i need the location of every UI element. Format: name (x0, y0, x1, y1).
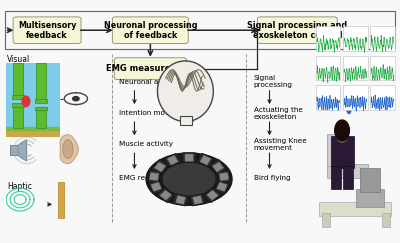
FancyBboxPatch shape (112, 17, 188, 43)
Text: Signal processing and
exoskeleton control: Signal processing and exoskeleton contro… (247, 20, 347, 40)
Bar (4, 11, 396, 49)
Text: Assisting Knee
movement: Assisting Knee movement (254, 138, 306, 151)
Text: Muscle activity: Muscle activity (118, 141, 172, 147)
Text: Multisensory
feedback: Multisensory feedback (18, 20, 76, 40)
Text: Actuating the
exoskeleton: Actuating the exoskeleton (254, 107, 302, 120)
Text: Intention movement: Intention movement (118, 110, 192, 116)
Text: EMG measurement: EMG measurement (106, 64, 195, 73)
FancyBboxPatch shape (257, 17, 337, 43)
Text: Signal
processing: Signal processing (254, 75, 293, 88)
Text: Auditory: Auditory (7, 119, 40, 128)
Text: Visual: Visual (7, 54, 30, 63)
FancyBboxPatch shape (13, 17, 81, 43)
Text: EMG record: EMG record (118, 175, 160, 181)
FancyBboxPatch shape (114, 58, 186, 79)
Text: Neuronal processing
of feedback: Neuronal processing of feedback (104, 20, 197, 40)
Text: Bird flying: Bird flying (254, 175, 290, 181)
Text: Neuronal activity: Neuronal activity (118, 79, 180, 85)
Text: Haptic: Haptic (7, 182, 32, 191)
